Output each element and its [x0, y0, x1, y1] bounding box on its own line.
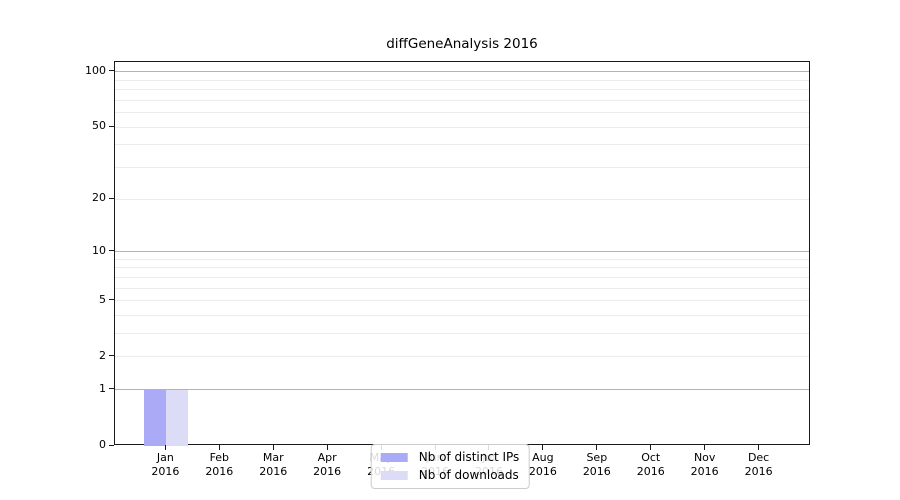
gridline-minor — [115, 333, 809, 335]
gridline-major — [115, 251, 809, 253]
y-tick-label: 5 — [99, 292, 106, 306]
gridline-minor — [115, 356, 809, 358]
legend-swatch — [380, 471, 408, 480]
gridline-major — [115, 389, 809, 391]
gridline-minor — [115, 300, 809, 302]
gridline-minor — [115, 287, 809, 289]
y-tick-label: 20 — [92, 191, 106, 205]
legend-swatch — [380, 453, 408, 462]
x-tick-label: Apr 2016 — [299, 451, 355, 479]
x-tick-year: 2016 — [582, 465, 611, 478]
x-tick-year: 2016 — [528, 465, 557, 478]
x-tick-month: Sep — [586, 451, 608, 464]
gridline-minor — [115, 79, 809, 81]
gridline-minor — [115, 276, 809, 278]
gridline-minor — [115, 126, 809, 128]
x-tick-month: Dec — [747, 451, 770, 464]
y-tick-label: 10 — [92, 243, 106, 257]
y-axis-tick — [109, 250, 114, 252]
x-tick-label: Nov 2016 — [677, 451, 733, 479]
x-tick-year: 2016 — [313, 465, 342, 478]
gridline-minor — [115, 99, 809, 101]
chart-title: diffGeneAnalysis 2016 — [386, 36, 538, 52]
legend-label: Nb of downloads — [418, 468, 519, 482]
x-axis-tick — [326, 445, 328, 450]
x-tick-label: Aug 2016 — [515, 451, 571, 479]
y-axis-tick — [109, 444, 114, 446]
legend-label: Nb of distinct IPs — [418, 450, 520, 464]
x-axis-tick — [596, 445, 598, 450]
x-tick-month: Nov — [693, 451, 716, 464]
x-axis-tick — [650, 445, 652, 450]
y-axis-tick — [109, 355, 114, 357]
y-axis-tick — [109, 197, 114, 199]
y-axis-tick — [109, 388, 114, 390]
bar-downloads — [166, 389, 189, 446]
x-tick-label: Sep 2016 — [569, 451, 625, 479]
x-tick-month: Apr — [317, 451, 337, 464]
gridline-minor — [115, 198, 809, 200]
y-axis-tick — [109, 70, 114, 72]
x-tick-label: Oct 2016 — [623, 451, 679, 479]
x-tick-label: Jan 2016 — [137, 451, 193, 479]
legend: Nb of distinct IPs Nb of downloads — [370, 444, 530, 489]
y-tick-label: 50 — [92, 119, 106, 133]
y-tick-label: 100 — [85, 63, 106, 77]
x-tick-year: 2016 — [151, 465, 180, 478]
y-axis-tick — [109, 125, 114, 127]
gridline-minor — [115, 167, 809, 169]
y-tick-label: 2 — [99, 348, 106, 362]
gridline-major — [115, 71, 809, 73]
x-axis-tick — [218, 445, 220, 450]
x-tick-year: 2016 — [636, 465, 665, 478]
x-tick-year: 2016 — [259, 465, 288, 478]
x-axis-tick — [704, 445, 706, 450]
x-axis-tick — [164, 445, 166, 450]
gridline-minor — [115, 315, 809, 316]
x-tick-label: Feb 2016 — [191, 451, 247, 479]
x-tick-month: Mar — [262, 451, 284, 464]
x-tick-month: Feb — [209, 451, 230, 464]
y-tick-label: 1 — [99, 381, 106, 395]
y-tick-label: 0 — [99, 438, 106, 451]
legend-row: Nb of distinct IPs — [380, 450, 520, 465]
gridline-minor — [115, 89, 809, 91]
x-axis-tick — [272, 445, 274, 450]
legend-row: Nb of downloads — [380, 468, 520, 483]
x-tick-year: 2016 — [205, 465, 234, 478]
x-tick-year: 2016 — [690, 465, 719, 478]
plot-area — [114, 61, 810, 446]
x-tick-year: 2016 — [744, 465, 773, 478]
y-axis-tick — [109, 299, 114, 301]
bar-distinct-ips — [144, 389, 167, 446]
x-tick-label: Mar 2016 — [245, 451, 301, 479]
x-axis-tick — [758, 445, 760, 450]
x-tick-month: Aug — [532, 451, 554, 464]
x-tick-month: Oct — [641, 451, 661, 464]
x-tick-month: Jan — [156, 451, 174, 464]
gridline-minor — [115, 267, 809, 269]
gridline-minor — [115, 144, 809, 146]
x-axis-tick — [542, 445, 544, 450]
gridline-minor — [115, 112, 809, 114]
gridline-minor — [115, 258, 809, 260]
x-tick-label: Dec 2016 — [731, 451, 787, 479]
